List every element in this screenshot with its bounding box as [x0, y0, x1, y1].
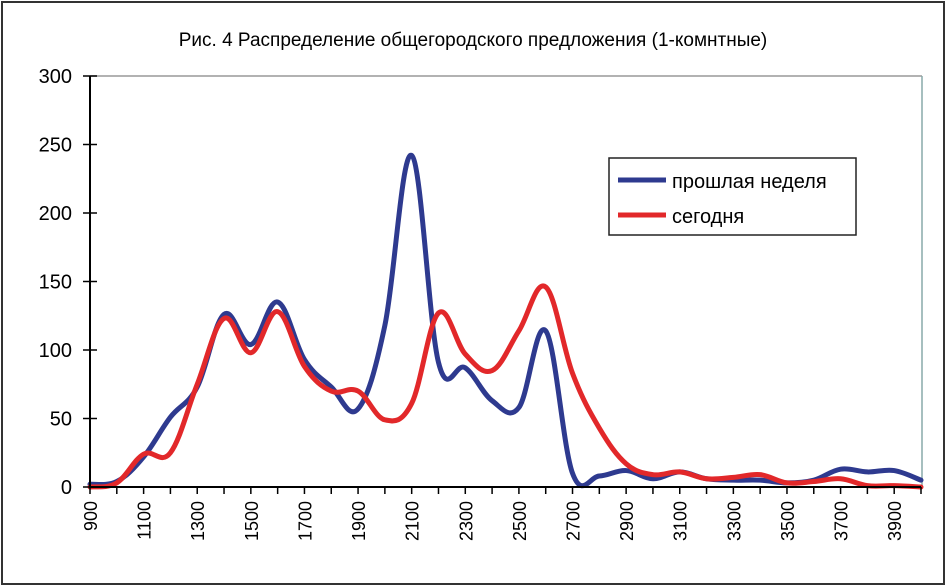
chart-title: Рис. 4 Распределение общегородского пред…: [179, 30, 768, 51]
x-tick-label: 3900: [885, 501, 905, 541]
series-layer: [87, 152, 924, 490]
x-tick-label: 3300: [724, 501, 744, 541]
y-tick-label: 100: [39, 340, 72, 362]
y-tick-label: 300: [39, 66, 72, 88]
x-tick-label: 1700: [295, 501, 315, 541]
x-tick-label: 1500: [242, 501, 262, 541]
x-tick-label: 900: [81, 501, 101, 531]
x-tick-label: 3700: [832, 501, 852, 541]
legend-box: [608, 157, 857, 236]
x-tick-label: 2300: [456, 501, 476, 541]
x-tick-label: 3500: [778, 501, 798, 541]
x-tick-label: 3100: [671, 501, 691, 541]
x-tick-label: 1100: [135, 501, 155, 540]
y-tick-label: 0: [61, 477, 72, 499]
legend-label-last-week: прошлая неделя: [672, 171, 827, 193]
x-tick-label: 2100: [403, 501, 423, 541]
series-line-1: [87, 283, 924, 490]
x-tick-label: 2700: [564, 501, 584, 541]
axes: 0 50 100 150 200 250 300 900 1100 1300 1500 1700 190…: [39, 66, 922, 541]
legend-label-today: сегодня: [672, 206, 744, 228]
y-tick-label: 200: [39, 203, 72, 225]
y-tick-label: 250: [39, 135, 72, 157]
y-tick-label: 150: [39, 272, 72, 294]
y-tick-label: 50: [50, 409, 72, 431]
x-tick-label: 2500: [510, 501, 530, 541]
x-tick-label: 1900: [349, 501, 369, 541]
x-tick-label: 1300: [188, 501, 208, 541]
legend: прошлая неделя сегодня: [608, 157, 857, 236]
x-tick-label: 2900: [617, 501, 637, 541]
plot-area: [90, 75, 923, 487]
